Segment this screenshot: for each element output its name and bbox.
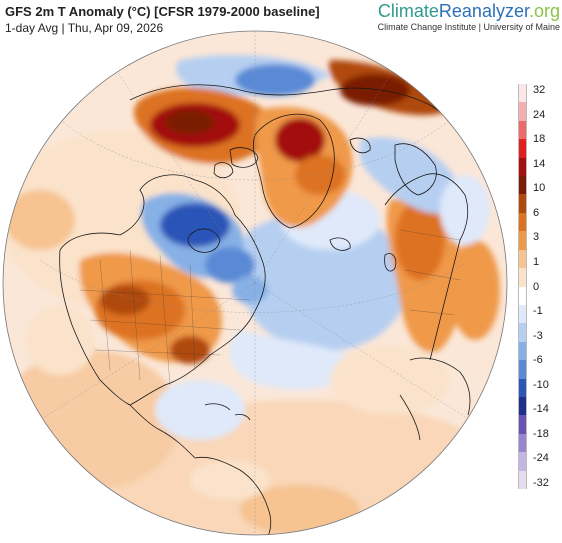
brand-name-part3: .org: [528, 1, 560, 21]
political-borders: [79, 229, 461, 386]
legend-label: -14: [533, 403, 549, 416]
legend-swatch: [518, 84, 527, 103]
legend-swatch: [518, 341, 527, 361]
graticule: [3, 31, 507, 535]
legend-swatch: [518, 286, 527, 306]
legend-label: -1: [533, 305, 543, 318]
legend-label: -32: [533, 477, 549, 489]
legend-label: 32: [533, 84, 546, 96]
legend-swatch: [518, 102, 527, 122]
legend-label: 14: [533, 157, 546, 170]
legend-label: 24: [533, 108, 546, 121]
legend-label: 0: [533, 280, 540, 293]
legend-swatch: [518, 231, 527, 251]
legend-label: -24: [533, 452, 549, 465]
legend-swatch: [518, 194, 527, 214]
legend-swatch: [518, 452, 527, 472]
map-subtitle: 1-day Avg | Thu, Apr 09, 2026: [5, 21, 164, 35]
legend-label: 10: [533, 182, 546, 195]
globe-outline: [2, 30, 508, 536]
legend-swatch: [518, 415, 527, 435]
legend-swatch: [518, 268, 527, 287]
legend-label: -3: [533, 329, 543, 342]
brand-name-part2: Reanalyzer: [438, 1, 529, 21]
legend-swatch: [518, 323, 527, 343]
legend-label: -18: [533, 427, 549, 440]
legend-label: 3: [533, 231, 540, 244]
legend-label: -6: [533, 354, 543, 367]
legend-swatch: [518, 378, 527, 398]
legend-swatch: [518, 304, 527, 324]
color-legend: 32 24 18 14 10 6 3 1 0 -1 -3 -6 -10 -14 -18 -24 -32: [518, 84, 562, 494]
legend-label: 1: [533, 255, 540, 268]
map-title: GFS 2m T Anomaly (°C) [CFSR 1979-2000 ba…: [5, 4, 320, 19]
legend-swatch: [518, 433, 527, 453]
legend-swatch: [518, 396, 527, 416]
legend-swatch: [518, 470, 527, 490]
legend-swatch: [518, 360, 527, 380]
legend-swatch: [518, 157, 527, 177]
brand-affiliation: Climate Change Institute | University of…: [377, 22, 560, 32]
brand-logo-text[interactable]: ClimateReanalyzer.org: [378, 1, 560, 22]
legend-swatch: [518, 120, 527, 140]
legend-label: -10: [533, 378, 549, 391]
legend-swatch: [518, 176, 527, 195]
legend-swatch: [518, 212, 527, 232]
brand-name-part1: Climate: [377, 1, 439, 21]
legend-label: 18: [533, 133, 546, 146]
legend-swatch: [518, 249, 527, 269]
brand-block: ClimateReanalyzer.org Climate Change Ins…: [378, 1, 560, 32]
legend-swatch: [518, 139, 527, 159]
legend-label: 6: [533, 206, 540, 219]
